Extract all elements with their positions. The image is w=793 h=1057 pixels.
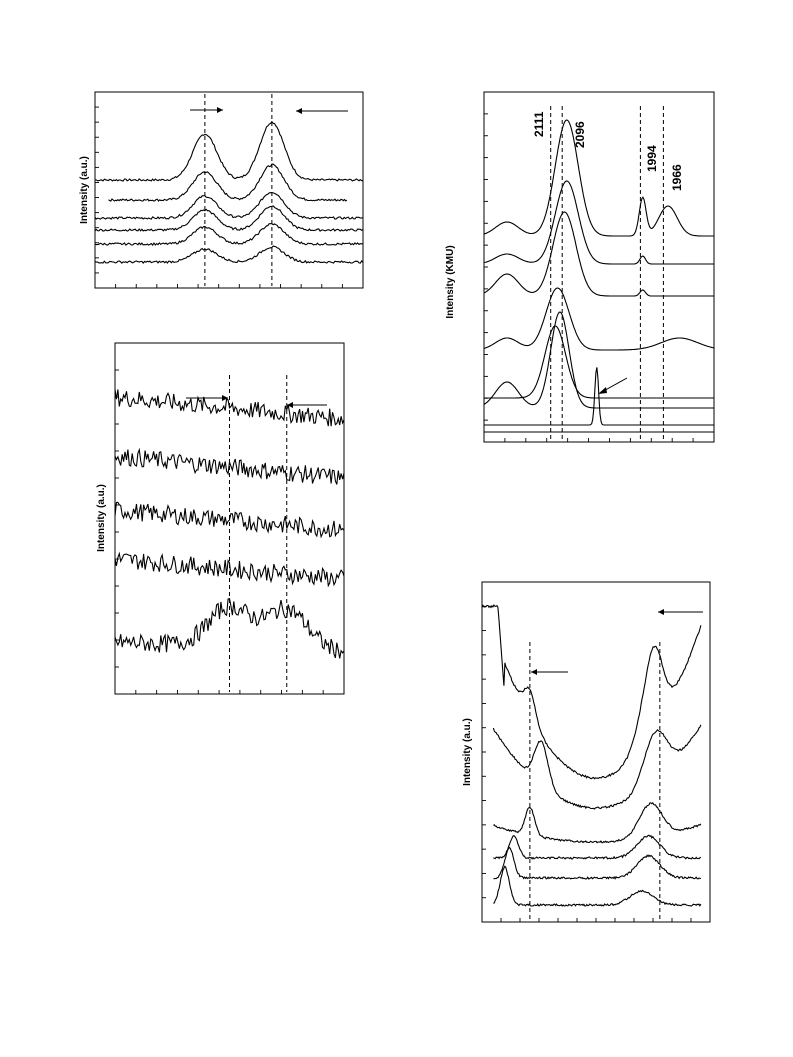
- panel-c-peak-label: 2096: [573, 121, 587, 148]
- panel-c-series-line: [483, 311, 714, 409]
- panel-b-series-line: [114, 389, 345, 427]
- panel-c-series-line: [484, 367, 714, 426]
- panel-c-series-line: [483, 287, 715, 351]
- panel-a-series-line: [94, 245, 364, 264]
- panel-d-series-line: [493, 865, 702, 907]
- panel-a-series-line: [94, 223, 364, 246]
- panel-b-frame: [114, 342, 345, 695]
- panel-a-series-line: [94, 120, 363, 182]
- panel-b-series-line: [114, 597, 345, 659]
- panel-b-arrow-head: [287, 402, 293, 408]
- panel-c-peak-label: 1994: [645, 145, 659, 172]
- panel-b-series-line: [114, 501, 345, 539]
- panel-a-frame: [94, 91, 364, 289]
- panel-c-peak-label: 2111: [532, 111, 546, 137]
- panel-c-series-line: [483, 211, 714, 297]
- panel-d-arrow-head: [658, 609, 664, 615]
- panel-c-peak-label: 1966: [670, 164, 684, 191]
- panel-d-ylabel: Intensity (a.u.): [462, 718, 473, 786]
- panel-d-series-line: [493, 802, 702, 844]
- panel-c-series-line: [483, 180, 714, 265]
- panel-a-series-line: [94, 192, 364, 220]
- panel-d-frame: [481, 581, 711, 923]
- panel-d-series-line: [481, 604, 702, 780]
- panel-b-ylabel: Intensity (a.u.): [96, 484, 107, 552]
- panel-c-arrow-head: [598, 387, 607, 394]
- panel-d-series-line: [492, 724, 702, 810]
- panel-a-arrow-head: [296, 108, 302, 114]
- panel-a-arrow-head: [217, 107, 223, 113]
- panel-a-series-line: [108, 163, 348, 202]
- panel-b-series-line: [114, 551, 345, 588]
- panel-d-series-line: [493, 834, 702, 860]
- panel-a-series-line: [94, 205, 364, 232]
- panel-c-series-line: [483, 119, 714, 237]
- panel-d-arrow-head: [531, 669, 537, 675]
- panel-c-series-line: [484, 325, 714, 399]
- panel-a-ylabel: Intensity (a.u.): [79, 156, 90, 224]
- panel-d-series-line: [493, 846, 701, 880]
- panel-b-arrow-head: [222, 395, 228, 401]
- panel-c-ylabel: Intensity (KMU): [445, 245, 456, 318]
